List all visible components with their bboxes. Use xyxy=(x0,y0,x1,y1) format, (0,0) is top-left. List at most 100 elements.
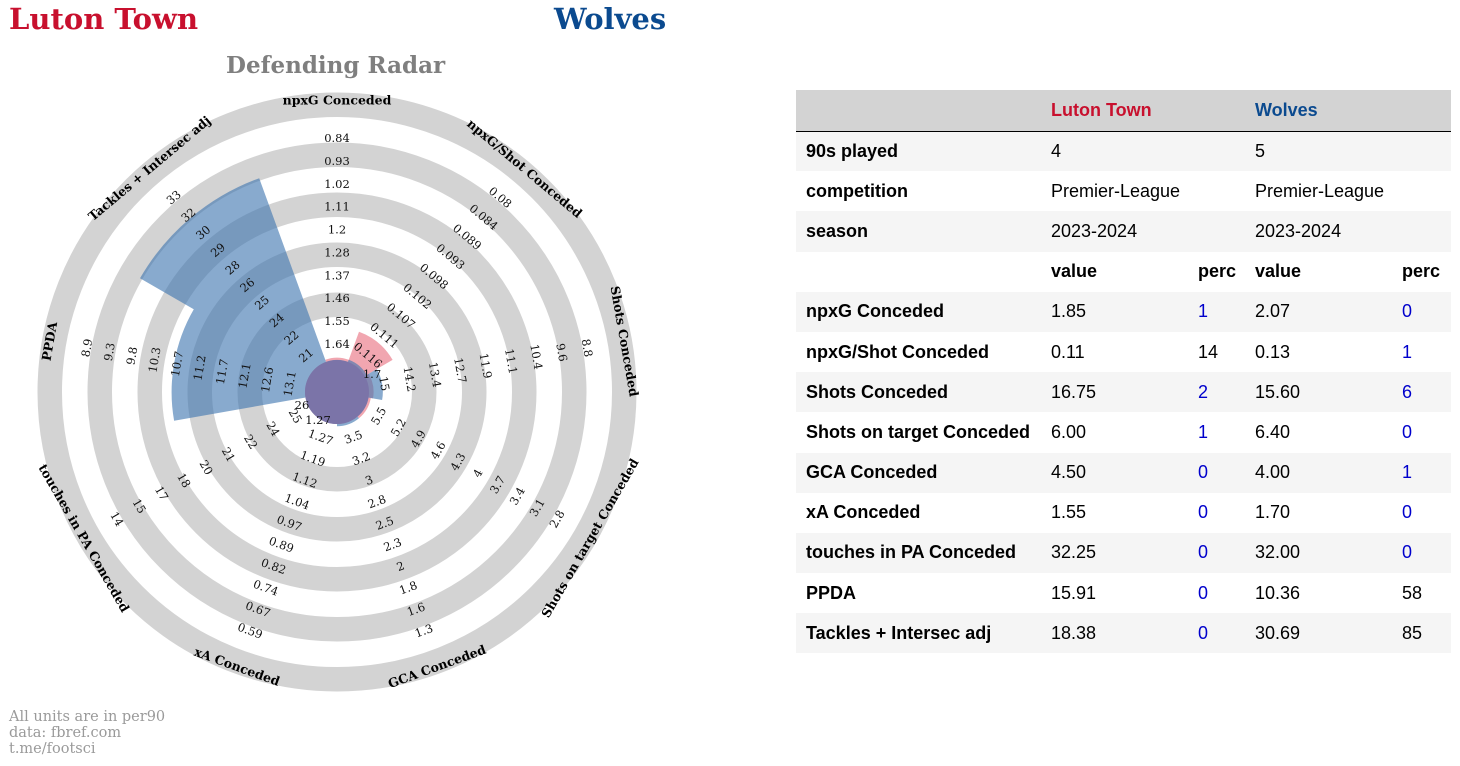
comparison-table: Luton Town Wolves 90s played 4 5 competitio… xyxy=(796,90,1451,654)
radar-tick-label: 13.4 xyxy=(426,361,444,389)
radar-tick-label: 1.64 xyxy=(324,337,350,351)
radar-tick-label: 0.84 xyxy=(324,131,350,145)
radar-tick-label: 1.27 xyxy=(305,413,331,427)
subheader-perc-a: perc xyxy=(1188,251,1245,292)
radar-tick-label: 1.02 xyxy=(324,177,350,191)
team-a-value: 2023-2024 xyxy=(1041,211,1245,252)
team-a-perc: 0 xyxy=(1188,492,1245,533)
table-row: Shots Conceded 16.75 2 15.60 6 xyxy=(796,372,1451,413)
radar-tick-label: 15 xyxy=(130,496,149,516)
team-a-perc: 0 xyxy=(1188,573,1245,614)
radar-tick-label: 10.7 xyxy=(168,350,186,378)
team-a-title: Luton Town xyxy=(9,2,199,36)
team-a-value: 0.11 xyxy=(1041,331,1188,373)
team-a-value: 32.25 xyxy=(1041,532,1188,574)
radar-title: Defending Radar xyxy=(226,52,446,79)
team-b-value: 30.69 xyxy=(1245,613,1392,654)
table-body: 90s played 4 5 competition Premier-League Pre… xyxy=(796,131,1451,654)
table-row: npxG Conceded 1.85 1 2.07 0 xyxy=(796,291,1451,332)
radar-tick-label: 1.8 xyxy=(397,578,419,597)
radar-tick-label: 18 xyxy=(174,471,193,491)
row-label: touches in PA Conceded xyxy=(796,532,1041,574)
table-row: Shots on target Conceded 6.00 1 6.40 0 xyxy=(796,412,1451,453)
radar-tick-label: 17 xyxy=(152,483,171,503)
header-spacer-a xyxy=(1188,90,1245,132)
radar-tick-label: 11.2 xyxy=(190,354,208,382)
radar-tick-label: 2 xyxy=(395,558,407,574)
team-b-perc: 58 xyxy=(1392,573,1451,614)
team-a-perc: 1 xyxy=(1188,412,1245,453)
table-row: touches in PA Conceded 32.25 0 32.00 0 xyxy=(796,532,1451,574)
subheader-value-a: value xyxy=(1041,251,1188,292)
radar-tick-label: 24 xyxy=(263,419,282,439)
radar-tick-label: 1.6 xyxy=(405,599,427,618)
team-a-value: 4.50 xyxy=(1041,452,1188,493)
team-b-title: Wolves xyxy=(554,2,667,36)
team-b-value: 15.60 xyxy=(1245,372,1392,413)
radar-tick-label: 12.7 xyxy=(451,356,469,384)
radar-tick-label: 8.8 xyxy=(579,338,596,358)
radar-tick-label: 1.37 xyxy=(324,268,350,282)
header-team-b: Wolves xyxy=(1245,90,1392,132)
radar-tick-label: 1.3 xyxy=(413,621,435,640)
team-b-value: 4.00 xyxy=(1245,452,1392,493)
radar-tick-label: 1.7 xyxy=(363,367,381,381)
team-b-value: 0.13 xyxy=(1245,331,1392,373)
radar-tick-label: 1.2 xyxy=(328,223,346,237)
radar-tick-label: 0.89 xyxy=(267,534,296,556)
radar-tick-label: 10.4 xyxy=(527,343,545,371)
row-label: PPDA xyxy=(796,573,1041,614)
radar-tick-label: 4 xyxy=(470,467,486,480)
team-b-value: 2.07 xyxy=(1245,291,1392,332)
radar-param-label: npxG Conceded xyxy=(283,93,392,108)
radar-ring xyxy=(137,192,537,592)
team-a-value: 4 xyxy=(1041,131,1245,172)
table-row: npxG/Shot Conceded 0.11 14 0.13 1 xyxy=(796,331,1451,373)
radar-tick-label: 11.7 xyxy=(213,358,231,386)
table-row: Tackles + Intersec adj 18.38 0 30.69 85 xyxy=(796,613,1451,654)
radar-rings xyxy=(37,92,637,692)
team-a-value: 6.00 xyxy=(1041,412,1188,453)
team-a-perc: 14 xyxy=(1188,331,1245,373)
table-row: GCA Conceded 4.50 0 4.00 1 xyxy=(796,452,1451,493)
radar-tick-label: 3.2 xyxy=(350,449,372,468)
team-b-value: Premier-League xyxy=(1245,171,1451,212)
team-a-value: 16.75 xyxy=(1041,372,1188,413)
team-b-perc: 1 xyxy=(1392,331,1451,373)
subheader-empty xyxy=(796,251,1041,292)
footer-source: data: fbref.com xyxy=(9,725,122,741)
row-label: npxG/Shot Conceded xyxy=(796,331,1041,373)
radar-center xyxy=(305,360,369,424)
team-a-value: 18.38 xyxy=(1041,613,1188,654)
team-a-perc: 1 xyxy=(1188,291,1245,332)
team-a-value: 15.91 xyxy=(1041,573,1188,614)
radar-tick-label: 15 xyxy=(376,375,392,392)
radar-tick-label: 2.5 xyxy=(374,513,396,532)
radar-tick-label: 12.1 xyxy=(235,362,253,390)
team-a-perc: 2 xyxy=(1188,372,1245,413)
table-row: 90s played 4 5 xyxy=(796,131,1451,172)
radar-tick-label: 11.9 xyxy=(477,352,495,380)
table-row: season 2023-2024 2023-2024 xyxy=(796,211,1451,252)
team-b-perc: 0 xyxy=(1392,532,1451,574)
team-b-value: 2023-2024 xyxy=(1245,211,1451,252)
team-b-value: 6.40 xyxy=(1245,412,1392,453)
row-label: season xyxy=(796,211,1041,252)
footer-notes: All units are in per90 data: fbref.com t… xyxy=(9,709,165,757)
team-b-perc: 0 xyxy=(1392,492,1451,533)
radar-tick-label: 1.46 xyxy=(324,291,350,305)
team-b-perc: 85 xyxy=(1392,613,1451,654)
radar-tick-label: 9.8 xyxy=(123,346,140,366)
radar-tick-label: 1.11 xyxy=(324,200,350,214)
table-header-row: Luton Town Wolves xyxy=(796,90,1451,132)
footer-units: All units are in per90 xyxy=(9,709,166,725)
row-label: xA Conceded xyxy=(796,492,1041,533)
team-b-perc: 6 xyxy=(1392,372,1451,413)
radar-tick-label: 2.3 xyxy=(382,535,404,554)
radar-tick-label: 2.8 xyxy=(366,492,388,511)
radar-param-label: PPDA xyxy=(39,320,61,362)
radar-tick-label: 13.1 xyxy=(281,370,299,398)
radar-tick-label: 3 xyxy=(363,472,375,488)
team-b-perc: 0 xyxy=(1392,412,1451,453)
radar-tick-label: 8.9 xyxy=(78,338,95,358)
